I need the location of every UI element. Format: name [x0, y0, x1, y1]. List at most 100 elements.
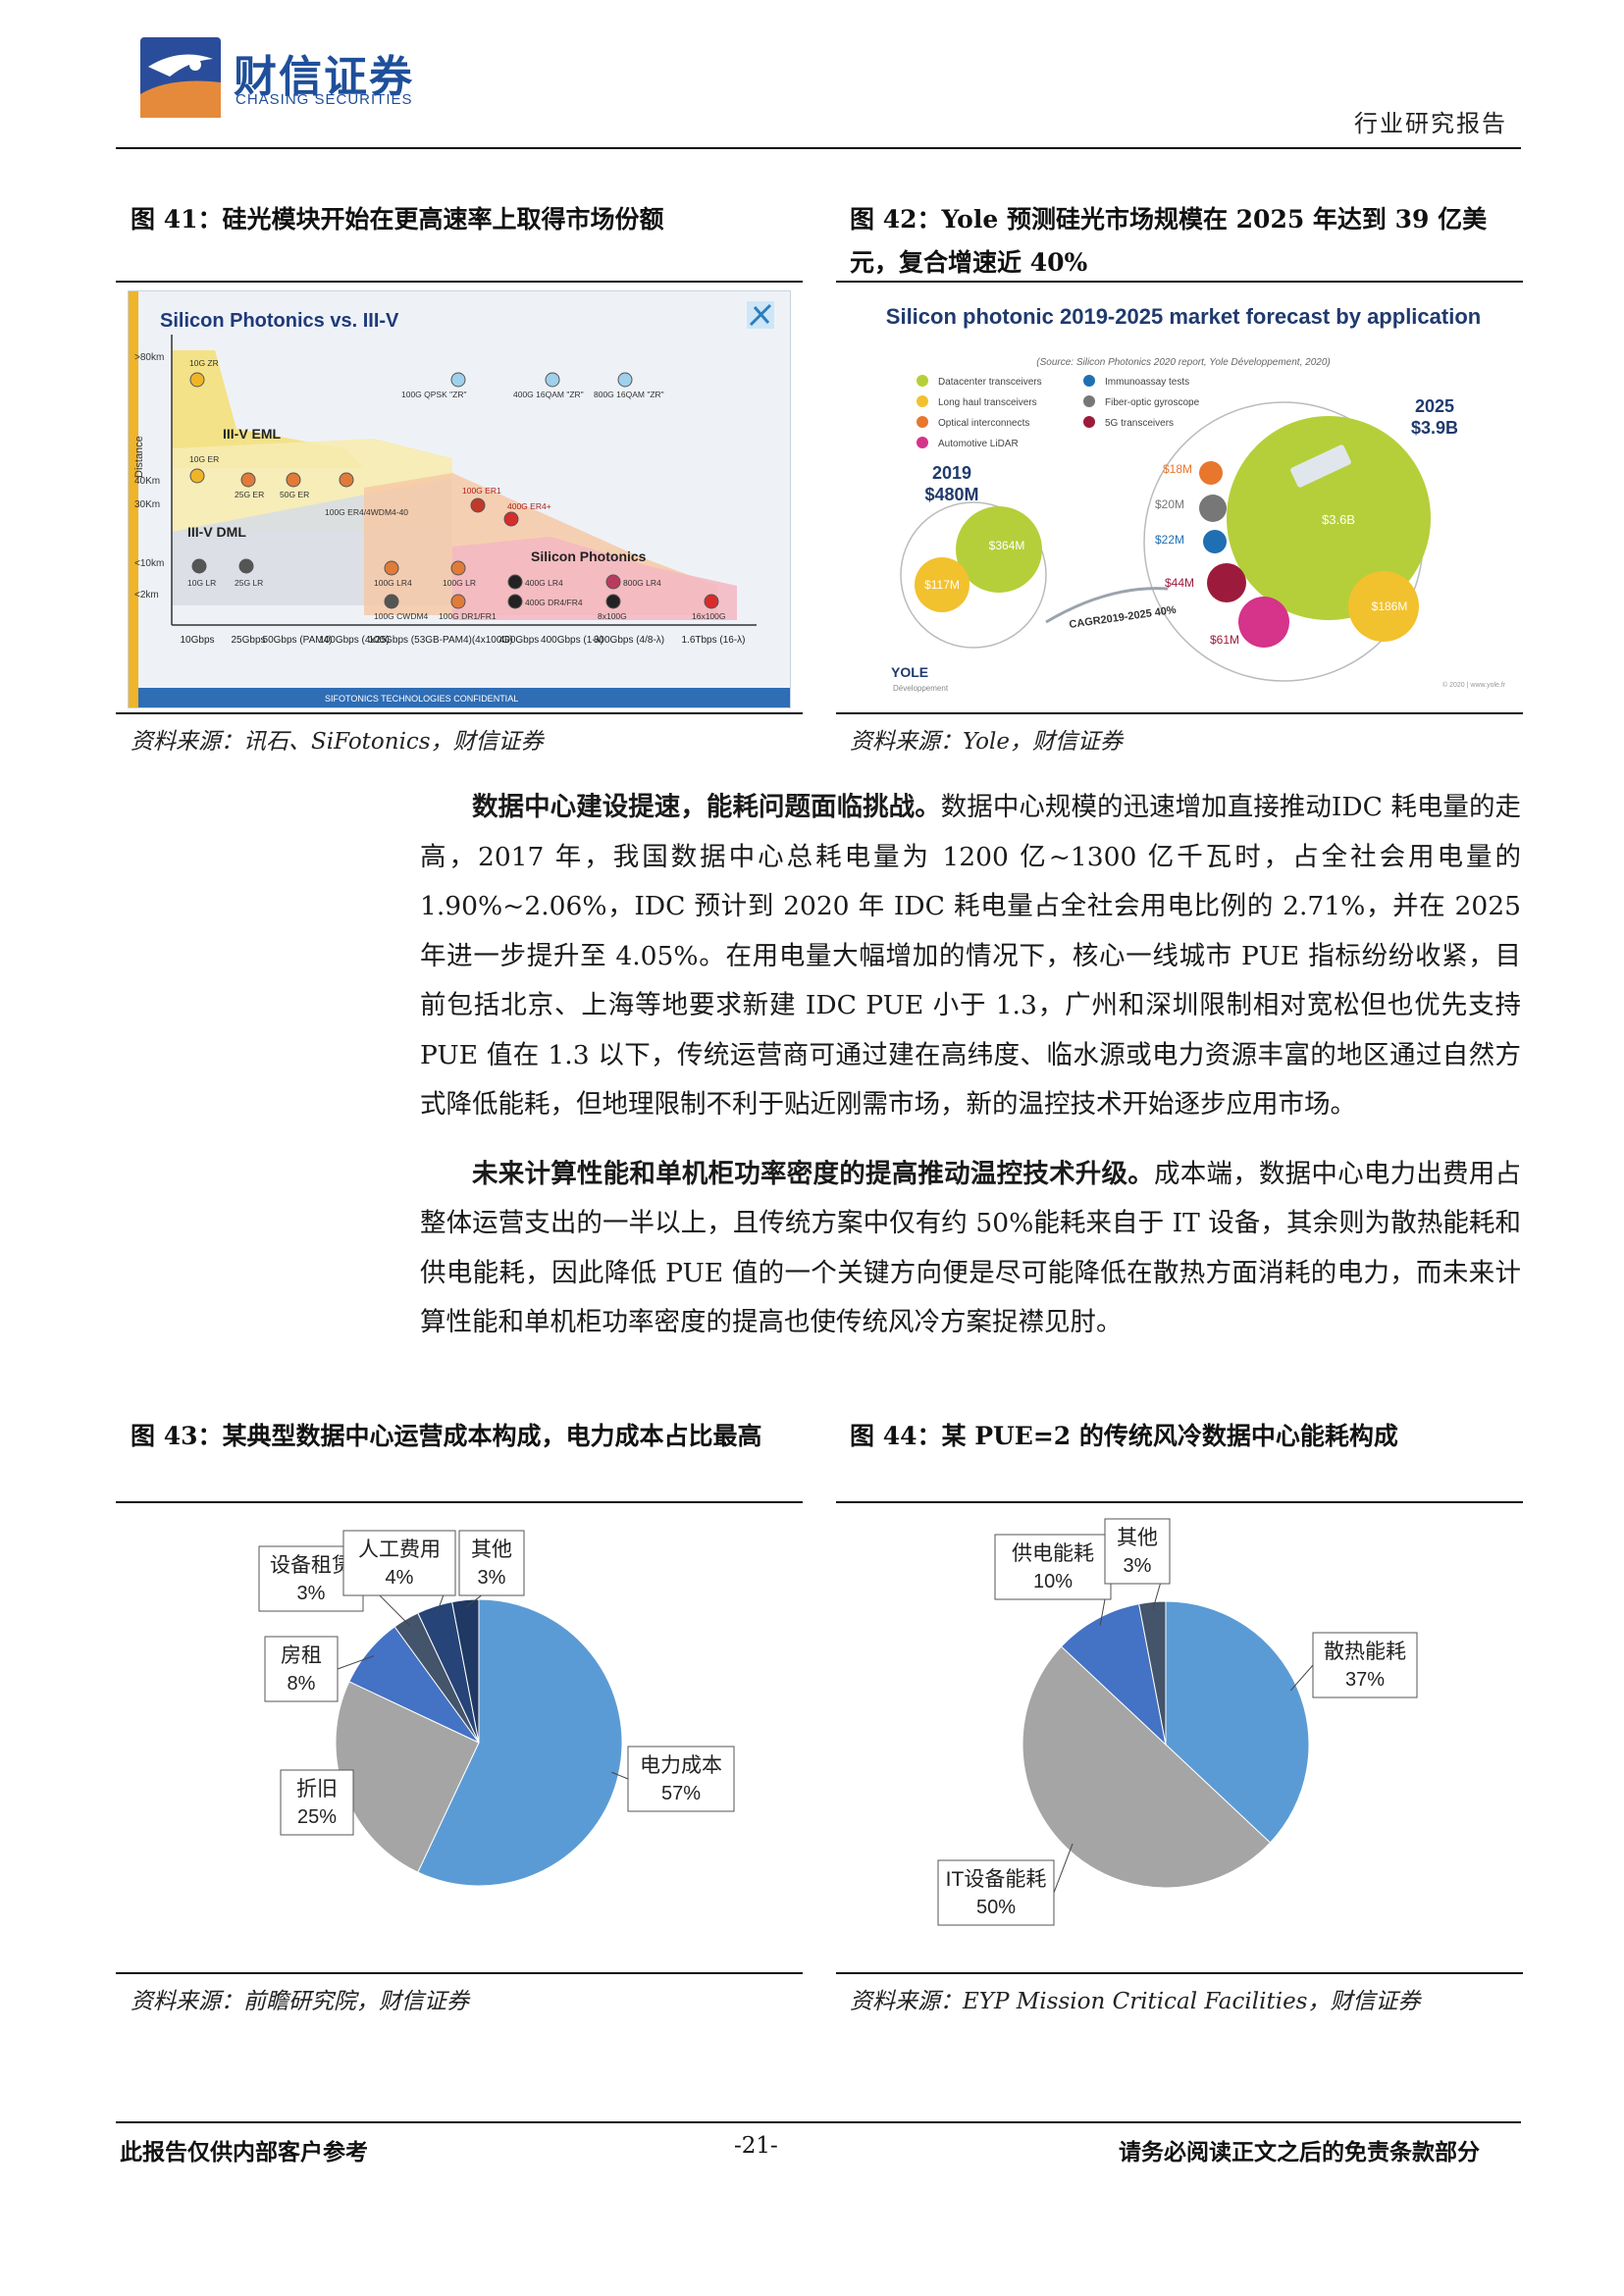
pie-leader-line [1289, 1664, 1314, 1692]
fig44-source: 资料来源：EYP Mission Critical Facilities，财信证… [850, 1989, 1421, 2014]
fig42-year-2019: 2019 [932, 463, 971, 483]
fig41-point-label: 400G ER4+ [507, 501, 551, 511]
pie-slice-6 [451, 1598, 480, 1744]
fig42-legend-item: 5G transceivers [1105, 418, 1174, 429]
fig41-region-sip: Silicon Photonics [531, 548, 647, 564]
fig43-pie: 电力成本 57% 折旧 25% 房租 8% 设备租赁 3% 人工费用 4% 其他 3% [258, 1530, 735, 1887]
pie-label-box [1104, 1518, 1171, 1585]
fig41-y-axis: Distance [133, 436, 145, 478]
paragraph-energy-text: 数据中心规模的迅速增加直接推动IDC 耗电量的走高，2017 年，我国数据中心总… [420, 792, 1521, 1120]
fig41-image: Silicon Photonics vs. III-V Distance >80… [128, 290, 791, 708]
footer-disclaimer-right: 请务必阅读正文之后的免责条款部分 [1119, 2139, 1480, 2166]
footer-rule [116, 2121, 1521, 2123]
fig43-title: 图 43：某典型数据中心运营成本构成，电力成本占比最高 [131, 1422, 762, 1450]
fig41-title: 图 41：硅光模块开始在更高速率上取得市场份额 [131, 205, 664, 234]
pie-slice-3 [1060, 1603, 1167, 1747]
fig41-xtick: 100Gbps (4x25) [319, 635, 390, 646]
pie-leader-line [611, 1771, 629, 1780]
fig41-xtick: 10Gbps [180, 635, 214, 646]
pie-label-box [280, 1769, 354, 1836]
fig42-brand: YOLE [891, 664, 928, 680]
fig41-point-label: 100G DR1/FR1 [439, 611, 497, 621]
pie-leader-line [1053, 1843, 1074, 1894]
pie-label-name: IT设备能耗 [946, 1868, 1047, 1891]
fig43-top-rule [116, 1501, 803, 1503]
fig41-xtick: 400Gbps [499, 635, 540, 646]
fig42-2019-lh: $117M [924, 578, 960, 592]
pie-slice-4 [1138, 1600, 1167, 1746]
fig44-top-rule [836, 1501, 1523, 1503]
pie-label-box [342, 1530, 456, 1596]
fig42-top-rule [836, 281, 1523, 283]
pie-label-value: 3% [478, 1567, 506, 1589]
fig42-year-2025: 2025 [1415, 396, 1454, 416]
pie-label-box [994, 1534, 1112, 1600]
pie-label-box [627, 1746, 735, 1812]
fig41-point-label: 800G LR4 [623, 578, 661, 588]
pie-label-value: 3% [1124, 1555, 1152, 1577]
pie-label-value: 4% [386, 1567, 414, 1589]
fig41-region-dml: III-V DML [187, 524, 246, 540]
fig42-legend-item: Immunoassay tests [1105, 377, 1189, 388]
fig41-point-label: 400G 16QAM "ZR" [513, 390, 584, 399]
fig42-heading: Silicon photonic 2019-2025 market foreca… [886, 304, 1481, 329]
fig43-chart: 电力成本 57% 折旧 25% 房租 8% 设备租赁 3% 人工费用 4% 其他 3% [128, 1511, 795, 1962]
fig42-2025-lh: $186M [1372, 600, 1408, 613]
fig41-point-label: 100G CWDM4 [374, 611, 429, 621]
fig42-2019-dc: $364M [989, 539, 1025, 552]
pie-label-box [458, 1530, 525, 1596]
pie-label-name: 散热能耗 [1324, 1641, 1406, 1663]
company-name-cn: 财信证券 [234, 53, 414, 101]
logo-mark-icon [140, 37, 221, 118]
fig41-xtick: 100Gbps (53GB-PAM4)(4x100G) [368, 635, 512, 646]
fig41-point-label: 100G ER1 [462, 486, 501, 496]
header-rule [116, 147, 1521, 149]
fig44-title: 图 44：某 PUE=2 的传统风冷数据中心能耗构成 [850, 1422, 1398, 1450]
fig42-2025-dc: $3.6B [1322, 512, 1355, 527]
fig42-total-2019: $480M [924, 485, 978, 504]
pie-label-box [1312, 1632, 1418, 1698]
fig42-total-2025: $3.9B [1411, 418, 1458, 438]
fig41-xtick: 25Gbps [231, 635, 265, 646]
fig41-footer: SIFOTONICS TECHNOLOGIES CONFIDENTIAL [325, 694, 518, 704]
fig42-legend-item: Long haul transceivers [938, 397, 1037, 408]
pie-label-box [937, 1859, 1055, 1926]
fig42-2025-lidar: $61M [1210, 633, 1239, 647]
fig41-ytick: <2km [134, 590, 159, 600]
fig41-point-label: 25G LR [235, 578, 263, 588]
fig41-xtick: 1.6Tbps (16-λ) [681, 635, 745, 646]
fig42-footer: © 2020 | www.yole.fr [1442, 681, 1506, 689]
paragraph-cooling-text: 成本端，数据中心电力出费用占整体运营支出的一半以上，且传统方案中仅有约 50%能… [420, 1158, 1522, 1338]
pie-label-value: 25% [297, 1806, 337, 1828]
fig41-point-label: 16x100G [692, 611, 726, 621]
fig41-ytick: 40Km [134, 476, 160, 487]
pie-label-name: 电力成本 [640, 1754, 722, 1777]
fig42-legend-item: Optical interconnects [938, 418, 1029, 429]
fig41-point-label: 100G LR4 [374, 578, 412, 588]
fig41-point-label: 100G LR [443, 578, 476, 588]
fig42-cagr: CAGR2019-2025 40% [1069, 604, 1178, 631]
paragraph-energy-heading: 数据中心建设提速，能耗问题面临挑战。 [472, 792, 941, 822]
satellite-icon [747, 301, 774, 329]
pie-label-name: 折旧 [296, 1778, 338, 1800]
fig42-legend-item: Datacenter transceivers [938, 377, 1042, 388]
fig41-point-label: 100G QPSK "ZR" [401, 390, 467, 399]
fig41-heading: Silicon Photonics vs. III-V [160, 310, 399, 332]
fig42-title: 图 42：Yole 预测硅光市场规模在 2025 年达到 39 亿美元，复合增速… [850, 205, 1488, 277]
fig42-2025-gyro: $20M [1155, 497, 1184, 511]
pie-label-name: 供电能耗 [1012, 1542, 1094, 1565]
pie-label-value: 3% [297, 1583, 326, 1604]
fig42-legend-item: Automotive LiDAR [938, 439, 1019, 449]
pie-slice-1 [417, 1598, 623, 1887]
fig41-bottom-rule [116, 712, 803, 714]
fig41-ytick: 30Km [134, 499, 160, 510]
pie-label-value: 37% [1345, 1669, 1385, 1691]
fig42-bottom-rule [836, 712, 1523, 714]
fig42-subheading: (Source: Silicon Photonics 2020 report, … [1036, 357, 1330, 368]
fig41-point-label: 50G ER [280, 490, 309, 499]
fig41-ytick: >80km [134, 352, 164, 363]
company-logo [140, 37, 221, 118]
fig42-source: 资料来源：Yole，财信证券 [850, 729, 1123, 755]
fig41-point-label: 10G ER [189, 454, 219, 464]
fig41-point-label: 800G 16QAM "ZR" [594, 390, 664, 399]
